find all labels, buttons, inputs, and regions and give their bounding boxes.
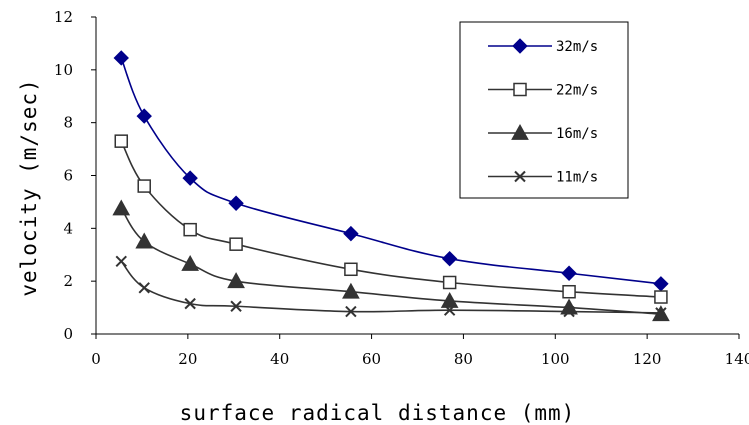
legend-marker	[511, 123, 529, 140]
data-point	[654, 290, 668, 304]
data-point	[229, 237, 243, 251]
y-tick-label: 8	[63, 114, 73, 132]
x-tick-label: 100	[541, 350, 570, 368]
series-2	[114, 134, 668, 304]
legend-box	[459, 21, 629, 199]
data-point	[113, 50, 129, 66]
data-point	[138, 282, 150, 294]
legend-item: 22m/s	[488, 83, 598, 99]
data-point	[345, 305, 357, 318]
series-layer	[112, 50, 670, 322]
y-axis-ticks: 0 2 4 6 8 10 12	[54, 8, 96, 343]
y-tick-label: 6	[63, 167, 73, 185]
y-axis-title: velocity (m/sec)	[17, 78, 41, 296]
legend: 32m/s 22m/s 16m/s 11m/s	[459, 21, 629, 199]
x-tick-label: 80	[454, 350, 473, 368]
series-line	[120, 208, 661, 315]
legend-marker	[514, 170, 526, 183]
x-marker-stroke	[563, 305, 575, 318]
series-4	[115, 255, 667, 319]
series-3	[112, 199, 670, 322]
series-line	[120, 260, 661, 314]
data-point	[655, 307, 667, 319]
data-point	[441, 251, 458, 267]
data-point	[115, 255, 127, 268]
data-point	[230, 300, 242, 312]
data-point	[343, 225, 359, 242]
x-marker-stroke	[184, 297, 196, 310]
y-tick-label: 0	[63, 325, 73, 343]
data-point	[342, 282, 360, 299]
x-marker-stroke	[230, 300, 242, 312]
legend-marker	[512, 38, 528, 54]
data-point	[114, 134, 129, 148]
x-tick-label: 40	[270, 350, 289, 368]
y-tick-label: 4	[63, 219, 73, 237]
y-tick-label: 12	[54, 8, 73, 26]
x-marker-stroke	[138, 282, 150, 294]
x-marker-stroke	[443, 304, 456, 316]
data-point	[135, 232, 154, 249]
data-point	[183, 222, 197, 237]
data-point	[344, 262, 358, 277]
x-axis-title: surface radical distance (mm)	[180, 401, 576, 425]
data-point	[184, 297, 196, 310]
legend-item: 16m/s	[488, 123, 598, 142]
x-tick-label: 20	[178, 350, 197, 368]
data-point	[228, 195, 244, 211]
x-tick-label: 60	[362, 350, 381, 368]
legend-item: 32m/s	[488, 38, 598, 55]
data-point	[182, 170, 198, 186]
x-axis-ticks: 0 20 40 60 80 100 120 140	[91, 334, 749, 368]
data-point	[562, 284, 576, 299]
x-tick-label: 140	[725, 350, 749, 368]
data-point	[653, 276, 669, 292]
legend-label: 16m/s	[556, 126, 598, 142]
legend-label: 32m/s	[556, 39, 598, 55]
data-point	[561, 265, 577, 281]
y-tick-label: 10	[54, 61, 73, 79]
x-marker-stroke	[655, 307, 667, 319]
data-point	[227, 272, 245, 289]
series-line	[120, 57, 662, 285]
x-tick-label: 120	[633, 350, 662, 368]
x-marker-stroke	[514, 170, 526, 183]
data-point	[440, 291, 459, 308]
legend-label: 11m/s	[556, 170, 598, 186]
data-point	[136, 108, 152, 124]
data-point	[137, 179, 151, 193]
legend-item: 11m/s	[488, 170, 598, 186]
data-point	[442, 275, 457, 290]
x-marker-stroke	[345, 305, 357, 318]
data-point	[181, 254, 200, 271]
data-point	[443, 304, 456, 316]
y-tick-label: 2	[63, 272, 73, 290]
legend-label: 22m/s	[556, 83, 598, 99]
x-tick-label: 0	[91, 350, 101, 368]
x-marker-stroke	[115, 255, 127, 268]
data-point	[112, 199, 131, 216]
data-point	[563, 305, 575, 318]
legend-marker	[513, 82, 527, 97]
